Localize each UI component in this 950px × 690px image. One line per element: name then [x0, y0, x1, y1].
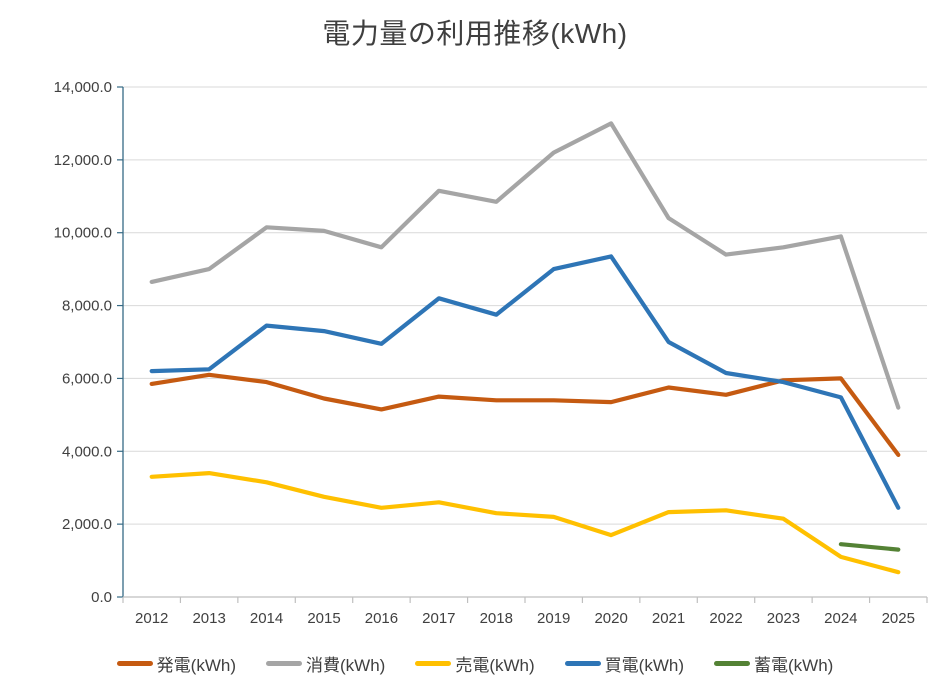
series-line-2 — [149, 471, 901, 575]
x-axis-label: 2024 — [824, 610, 857, 627]
x-axis-label: 2015 — [307, 610, 340, 627]
legend-item: 発電(kWh) — [116, 651, 236, 676]
legend-item: 売電(kWh) — [415, 651, 535, 676]
x-axis-label: 2014 — [250, 610, 283, 627]
y-axis-label: 4,000.0 — [62, 443, 112, 460]
x-axis-label: 2017 — [422, 610, 455, 627]
chart-title: 電力量の利用推移(kWh) — [322, 18, 628, 49]
legend-item: 蓄電(kWh) — [713, 651, 834, 676]
y-axis-label: 10,000.0 — [54, 225, 112, 242]
legend-item: 買電(kWh) — [564, 651, 684, 676]
series-line-1 — [149, 121, 901, 410]
x-axis-label: 2023 — [767, 610, 800, 627]
y-axis-label: 12,000.0 — [54, 152, 112, 169]
y-axis-label: 6,000.0 — [62, 370, 112, 387]
x-axis-label: 2025 — [882, 610, 915, 627]
y-axis-label: 14,000.0 — [54, 79, 112, 96]
series-line-3 — [149, 254, 901, 510]
y-axis-label: 2,000.0 — [62, 516, 112, 533]
x-axis-label: 2019 — [537, 610, 570, 627]
legend-label: 消費(kWh) — [306, 656, 386, 675]
series-line-0 — [149, 372, 901, 457]
x-axis-label: 2020 — [594, 610, 627, 627]
x-axis-label: 2012 — [135, 610, 168, 627]
legend-swatch — [116, 661, 153, 666]
y-axis-label: 8,000.0 — [62, 298, 112, 315]
x-axis-label: 2021 — [652, 610, 685, 627]
legend-label: 売電(kWh) — [455, 656, 535, 675]
legend: 発電(kWh) 消費(kWh) 売電(kWh) 買電(kWh) 蓄電(kWh) — [0, 651, 950, 676]
x-axis-label: 2013 — [192, 610, 225, 627]
legend-swatch — [713, 661, 750, 666]
legend-item: 消費(kWh) — [266, 651, 385, 676]
legend-swatch — [415, 661, 452, 666]
y-axis-label: 0.0 — [91, 589, 112, 606]
series-line-4 — [838, 542, 901, 552]
x-axis-label: 2018 — [480, 610, 513, 627]
legend-swatch — [266, 661, 302, 666]
x-axis-label: 2016 — [365, 610, 398, 627]
x-axis-label: 2022 — [709, 610, 742, 627]
legend-label: 買電(kWh) — [604, 656, 684, 675]
legend-label: 蓄電(kWh) — [753, 656, 834, 675]
legend-label: 発電(kWh) — [156, 656, 236, 675]
legend-swatch — [564, 661, 601, 666]
